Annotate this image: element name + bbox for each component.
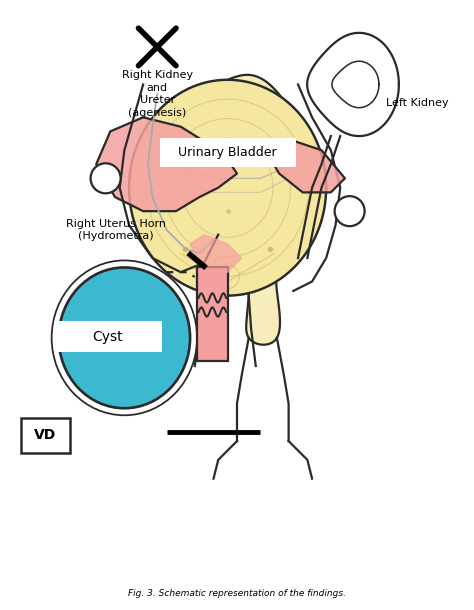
Polygon shape <box>190 75 318 345</box>
Polygon shape <box>307 33 399 136</box>
Circle shape <box>91 163 120 193</box>
FancyBboxPatch shape <box>54 321 162 352</box>
FancyBboxPatch shape <box>160 138 296 167</box>
Circle shape <box>335 196 365 226</box>
Bar <box>197 267 228 361</box>
Text: Urinary Bladder: Urinary Bladder <box>178 146 277 159</box>
Ellipse shape <box>59 267 190 408</box>
Text: Fig. 3. Schematic representation of the findings.: Fig. 3. Schematic representation of the … <box>128 589 346 598</box>
Text: Cyst: Cyst <box>92 330 123 344</box>
Polygon shape <box>265 141 345 192</box>
Text: VD: VD <box>35 428 57 442</box>
Text: Right Uterus Horn
(Hydrometra): Right Uterus Horn (Hydrometra) <box>66 219 166 241</box>
Polygon shape <box>96 117 237 211</box>
Text: Right Kidney
and
Ureter
(agenesis): Right Kidney and Ureter (agenesis) <box>122 70 193 118</box>
FancyBboxPatch shape <box>21 418 71 453</box>
Text: Left Kidney: Left Kidney <box>386 98 449 108</box>
Polygon shape <box>129 80 326 296</box>
Polygon shape <box>190 235 242 272</box>
